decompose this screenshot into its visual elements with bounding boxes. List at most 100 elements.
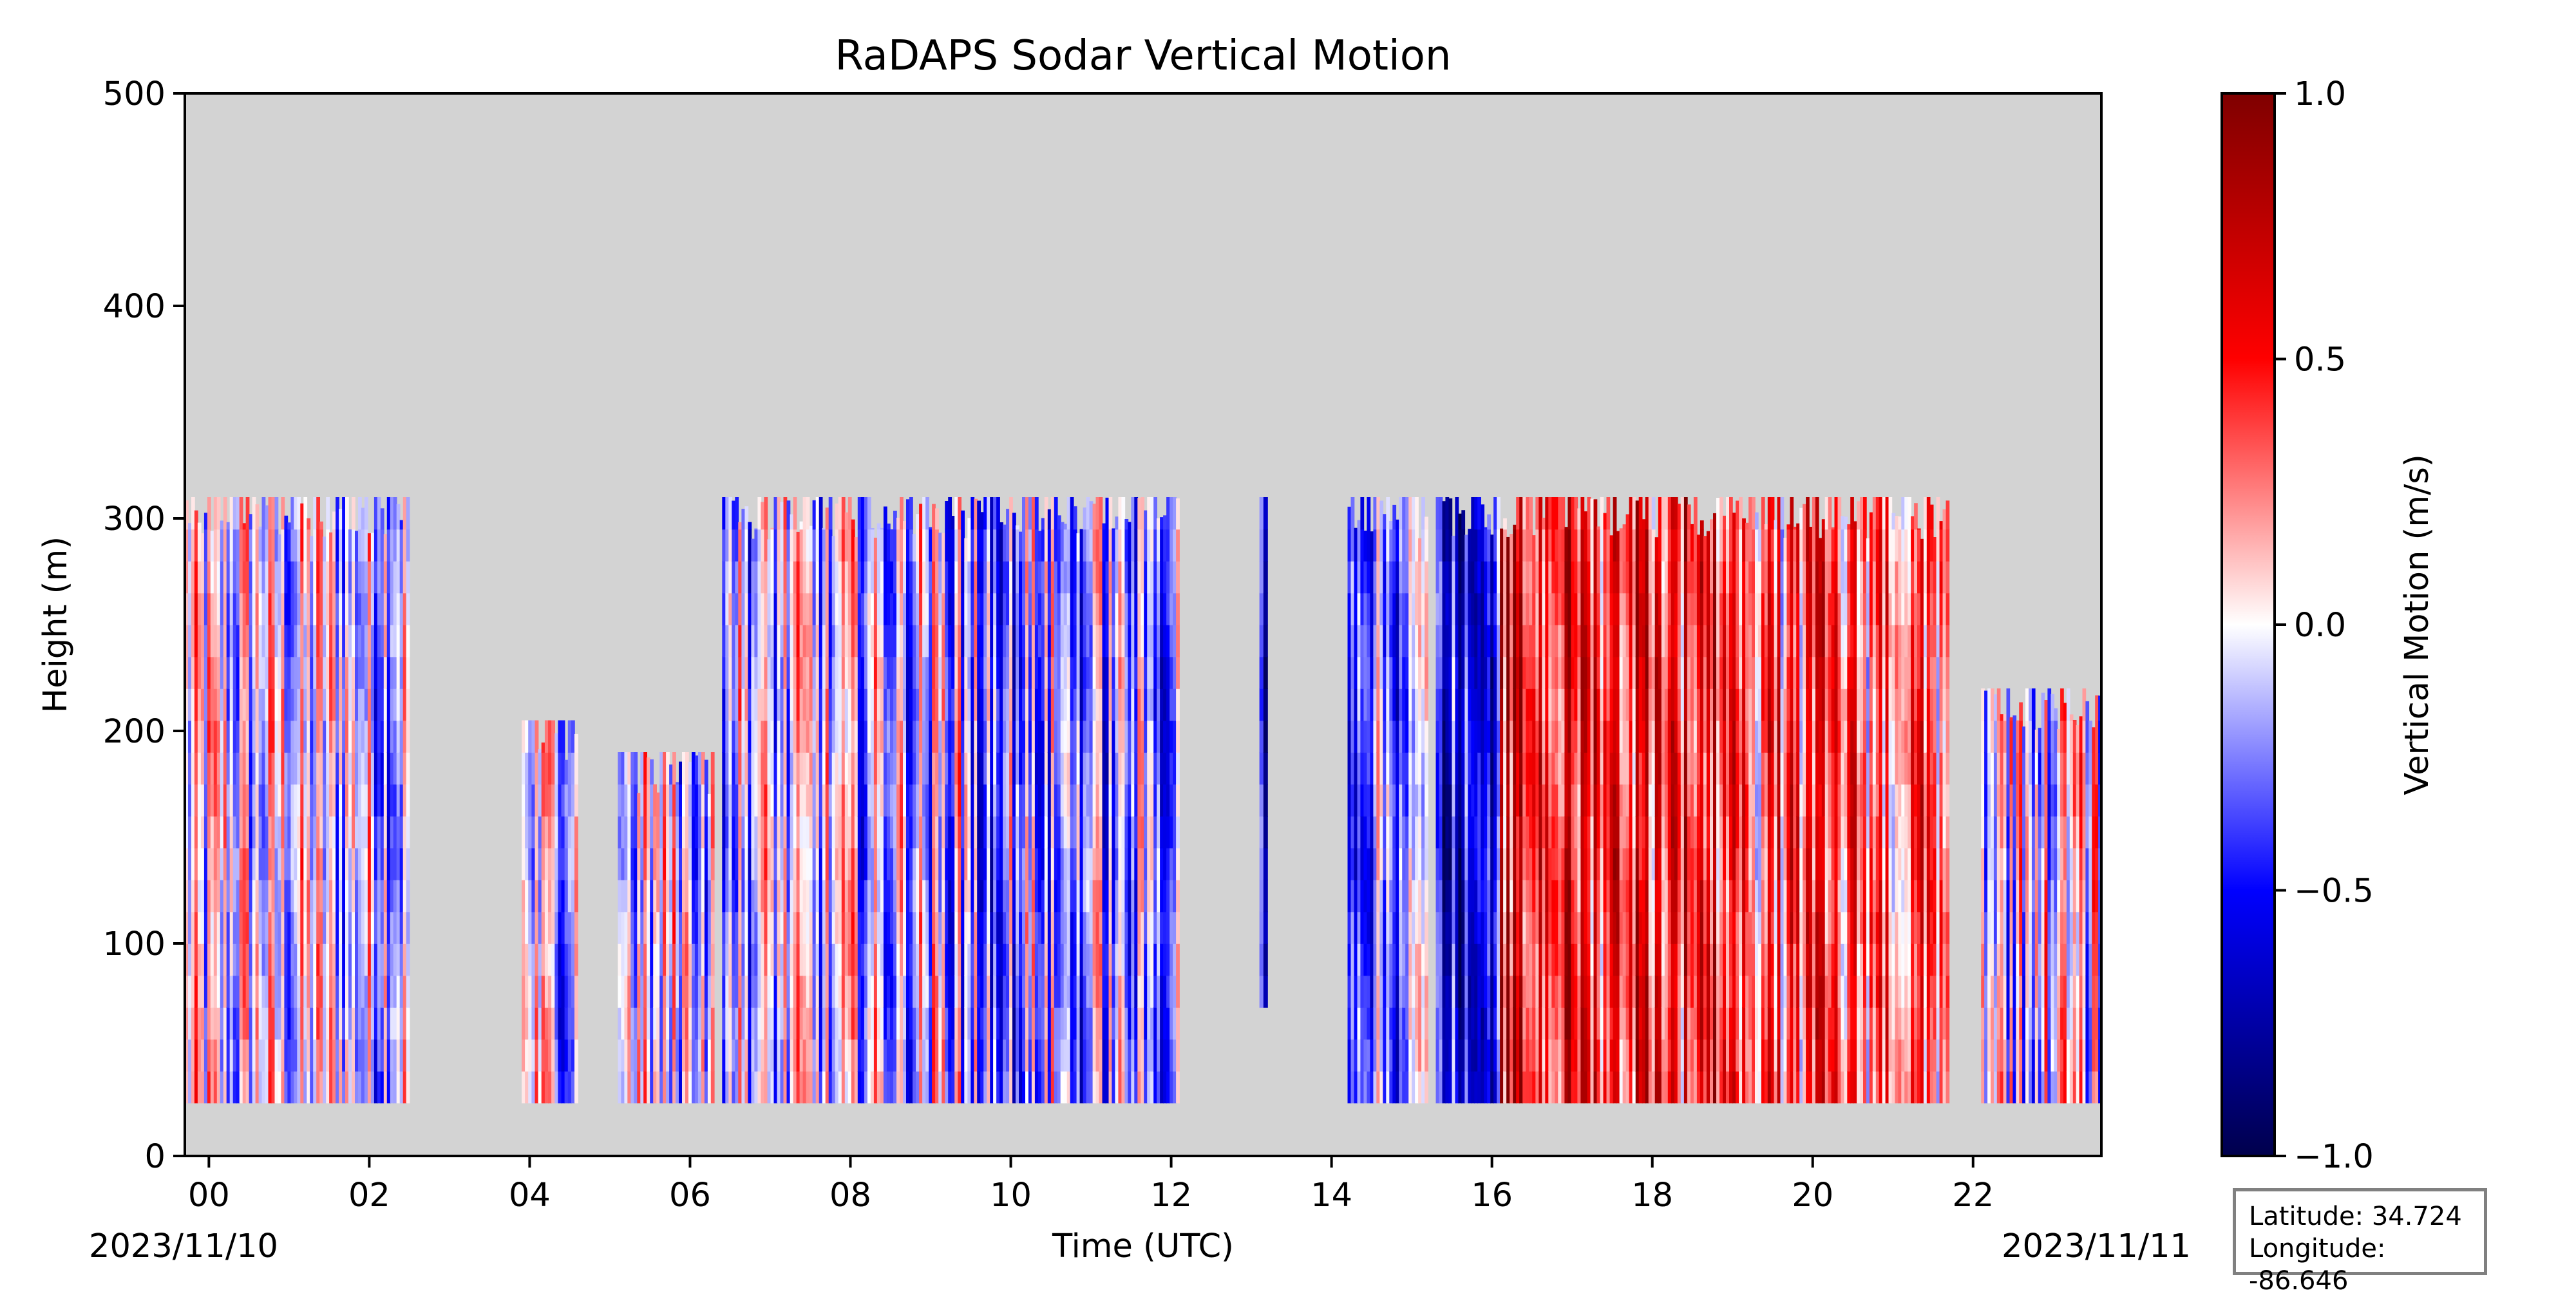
heat-cell bbox=[242, 975, 247, 1008]
heat-cell bbox=[1019, 625, 1023, 658]
heat-cell bbox=[1124, 847, 1129, 880]
heat-cell bbox=[692, 784, 696, 817]
heat-cell bbox=[1392, 561, 1397, 594]
heat-cell bbox=[554, 733, 559, 753]
heat-cell bbox=[220, 592, 224, 625]
heat-cell bbox=[1408, 592, 1412, 625]
heat-cell bbox=[399, 656, 404, 689]
heat-cell bbox=[1373, 656, 1378, 689]
heat-cell bbox=[974, 529, 978, 562]
heat-cell bbox=[1263, 529, 1268, 562]
heat-cell bbox=[223, 784, 227, 817]
heat-cell bbox=[278, 975, 282, 1008]
heat-cell bbox=[838, 1039, 842, 1072]
heat-cell bbox=[1166, 720, 1170, 753]
heat-cell bbox=[1057, 784, 1061, 817]
heat-cell bbox=[316, 688, 320, 721]
heat-cell bbox=[815, 497, 820, 530]
heat-cell bbox=[935, 720, 939, 753]
heat-cell bbox=[1370, 720, 1374, 753]
heat-cell bbox=[361, 688, 365, 721]
heat-cell bbox=[744, 592, 749, 625]
heat-cell bbox=[634, 911, 638, 944]
heat-cell bbox=[1105, 1039, 1110, 1072]
heat-cell bbox=[1408, 720, 1412, 753]
heat-cell bbox=[903, 975, 907, 1008]
heat-cell bbox=[204, 784, 208, 817]
heat-cell bbox=[1006, 911, 1010, 944]
heat-cell bbox=[710, 784, 715, 817]
heat-cell bbox=[313, 943, 317, 976]
heat-cell bbox=[535, 1039, 539, 1072]
heat-cell bbox=[954, 497, 958, 530]
heat-cell bbox=[281, 816, 285, 849]
heat-cell bbox=[197, 625, 202, 658]
heat-cell bbox=[977, 943, 981, 976]
heat-cell bbox=[990, 784, 994, 817]
heat-cell bbox=[1357, 592, 1361, 625]
heat-cell bbox=[1357, 561, 1361, 594]
heat-cell bbox=[770, 1007, 775, 1040]
heat-cell bbox=[809, 529, 813, 562]
heat-cell bbox=[783, 656, 788, 689]
heat-cell bbox=[1259, 943, 1264, 976]
heat-cell bbox=[339, 688, 343, 721]
heat-cell bbox=[886, 1071, 891, 1104]
heat-cell bbox=[287, 592, 292, 625]
heat-cell bbox=[1150, 656, 1154, 689]
heat-cell bbox=[265, 975, 269, 1008]
heat-cell bbox=[1370, 784, 1374, 817]
heat-cell bbox=[1060, 975, 1065, 1008]
heat-cell bbox=[725, 784, 730, 817]
heat-cell bbox=[319, 1039, 323, 1072]
heat-cell bbox=[624, 1007, 629, 1040]
heat-cell bbox=[1118, 561, 1122, 594]
heat-cell bbox=[913, 688, 916, 721]
heat-cell bbox=[977, 592, 981, 625]
heat-cell bbox=[1083, 784, 1087, 817]
heat-cell bbox=[1054, 911, 1058, 944]
heat-cell bbox=[819, 1007, 823, 1040]
heat-cell bbox=[358, 784, 362, 817]
heat-cell bbox=[377, 911, 381, 944]
heat-cell bbox=[310, 975, 314, 1008]
heat-cell bbox=[1263, 816, 1268, 849]
heat-cell bbox=[942, 656, 945, 689]
heat-cell bbox=[980, 529, 984, 562]
heat-cell bbox=[925, 1039, 929, 1072]
heat-cell bbox=[971, 752, 975, 785]
heat-cell bbox=[1054, 625, 1058, 658]
heat-cell bbox=[1379, 943, 1384, 976]
heat-cell bbox=[229, 1039, 234, 1072]
heat-cell bbox=[1073, 1039, 1077, 1072]
heat-cell bbox=[890, 561, 894, 594]
heat-cell bbox=[929, 656, 933, 689]
heat-cell bbox=[310, 784, 314, 817]
heat-cell bbox=[948, 561, 952, 594]
heat-cell bbox=[1379, 500, 1384, 530]
heat-cell bbox=[764, 752, 768, 785]
heat-cell bbox=[1066, 656, 1071, 689]
heat-cell bbox=[242, 880, 247, 913]
heat-cell bbox=[828, 1007, 833, 1040]
heat-cell bbox=[268, 1007, 272, 1040]
heat-cell bbox=[761, 688, 765, 721]
heat-cell bbox=[1105, 911, 1110, 944]
heat-cell bbox=[210, 625, 214, 658]
heat-cell bbox=[316, 975, 320, 1008]
heat-cell bbox=[656, 1039, 660, 1072]
heat-cell bbox=[942, 880, 945, 913]
heat-cell bbox=[281, 720, 285, 753]
heat-cell bbox=[1396, 975, 1399, 1008]
heat-cell bbox=[567, 720, 572, 753]
heat-cell bbox=[806, 943, 810, 976]
heat-cell bbox=[290, 497, 295, 530]
heat-cell bbox=[1157, 816, 1160, 849]
heat-cell bbox=[544, 1071, 549, 1104]
heat-cell bbox=[1009, 1071, 1013, 1104]
heat-cell bbox=[1060, 1071, 1065, 1104]
heat-cell bbox=[1118, 656, 1122, 689]
heat-cell bbox=[857, 975, 862, 1008]
heat-cell bbox=[942, 720, 945, 753]
heat-cell bbox=[945, 975, 949, 1008]
